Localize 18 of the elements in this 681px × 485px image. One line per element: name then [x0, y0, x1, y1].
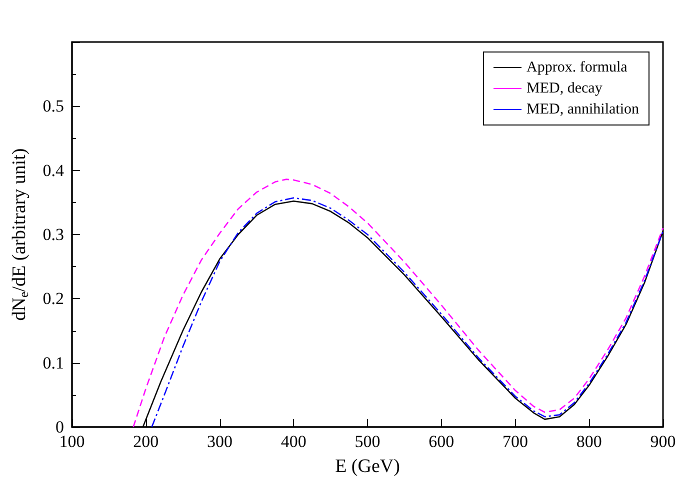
- legend-label: MED, annihilation: [526, 102, 640, 118]
- y-tick-label: 0.2: [42, 289, 64, 308]
- legend-label: MED, decay: [526, 80, 603, 96]
- x-axis-title: E (GeV): [335, 456, 400, 477]
- x-tick-label: 500: [354, 432, 380, 451]
- y-tick-label: 0.3: [42, 225, 64, 244]
- x-tick-label: 200: [133, 432, 159, 451]
- y-axis-title: dNe/dE (arbitrary unit): [9, 148, 31, 321]
- y-tick-label: 0.5: [42, 96, 64, 116]
- y-tick-label: 0.4: [42, 160, 64, 180]
- x-tick-label: 800: [576, 432, 602, 451]
- legend-label: Approx. formula: [526, 60, 628, 76]
- x-tick-label: 600: [428, 432, 454, 451]
- y-tick-label: 0.1: [42, 353, 64, 372]
- x-tick-label: 900: [650, 432, 676, 451]
- x-tick-label: 300: [207, 432, 232, 451]
- x-tick-label: 400: [280, 432, 306, 451]
- x-tick-label: 700: [502, 432, 528, 451]
